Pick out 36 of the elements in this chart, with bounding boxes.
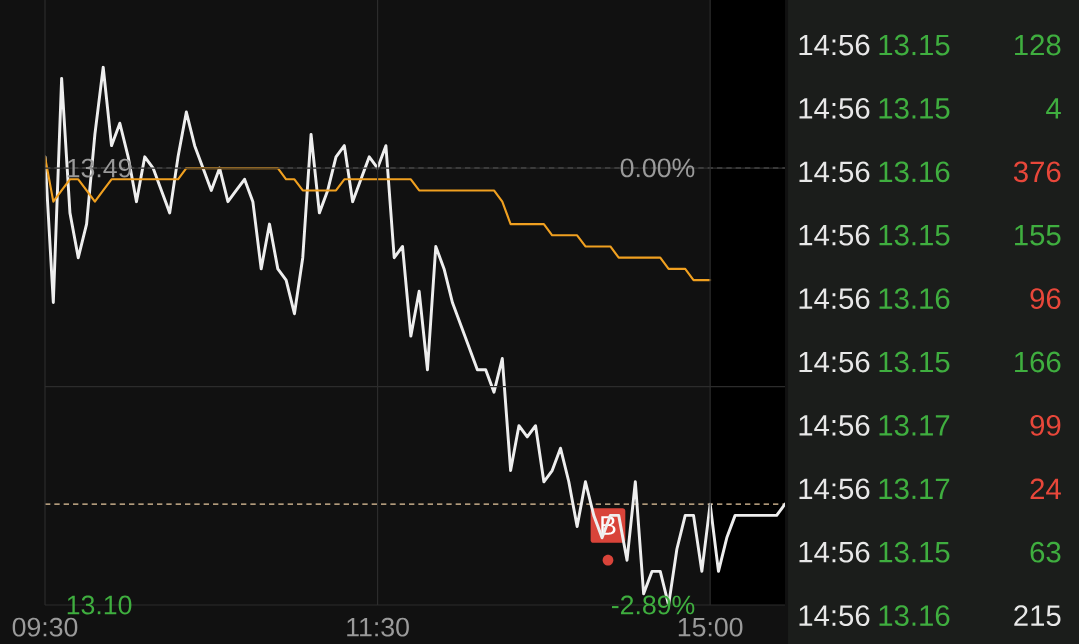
- text: 96: [1030, 288, 1061, 309]
- text: 63: [1030, 541, 1061, 563]
- text: 14:56: [799, 161, 870, 183]
- text: 14:56: [799, 34, 870, 56]
- text: 14:56: [799, 605, 870, 626]
- y-tick-label: 13.10: [67, 595, 132, 615]
- text: 14:56: [799, 541, 870, 563]
- text: 14:56: [799, 478, 870, 500]
- x-tick-label: 15:00: [678, 617, 743, 637]
- text: 128: [1015, 34, 1061, 56]
- text: 13.15: [879, 98, 950, 119]
- text: 99: [1030, 415, 1061, 436]
- text: 13.15: [879, 34, 950, 56]
- x-tick-label: 11:30: [347, 617, 409, 637]
- text: 14:56: [799, 98, 870, 119]
- text: 166: [1015, 351, 1061, 373]
- text: 14:56: [799, 351, 870, 373]
- y2-tick-label: 0.00%: [620, 158, 695, 178]
- text: 13.17: [879, 478, 950, 500]
- text: 14:56: [799, 415, 870, 436]
- text: 376: [1013, 161, 1061, 183]
- text: 13.16: [879, 288, 950, 309]
- text: 155: [1015, 224, 1061, 246]
- text: 13.16: [879, 161, 950, 183]
- y2-tick-label: -2.89%: [611, 595, 695, 615]
- text: 13.15: [879, 351, 950, 373]
- text: 14:56: [799, 288, 870, 309]
- text: 13.16: [879, 605, 950, 626]
- text: 215: [1014, 605, 1061, 626]
- text: 4: [1046, 98, 1061, 119]
- text: 13.17: [879, 415, 950, 436]
- text: 24: [1030, 478, 1061, 500]
- text: 13.15: [879, 224, 950, 246]
- x-tick-label: 09:30: [12, 617, 78, 637]
- text: 13.15: [879, 541, 950, 563]
- text: 14:56: [799, 224, 870, 246]
